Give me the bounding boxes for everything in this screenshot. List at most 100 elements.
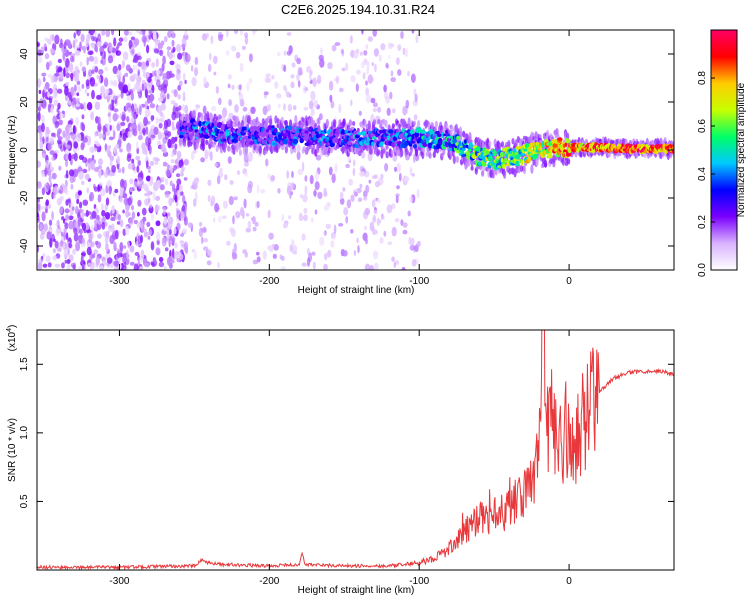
noise-cell [81, 123, 85, 132]
noise-cell [41, 211, 46, 222]
noise-cell [365, 94, 371, 104]
noise-cell [402, 222, 408, 228]
noise-cell [146, 160, 149, 168]
noise-cell [150, 241, 155, 251]
noise-cell [138, 160, 141, 166]
noise-cell [166, 169, 171, 178]
noise-cell [77, 211, 81, 217]
noise-cell [132, 64, 136, 71]
noise-cell [365, 80, 368, 86]
noise-cell [112, 113, 118, 122]
noise-cell [334, 163, 338, 173]
noise-cell [117, 214, 122, 221]
noise-cell [39, 223, 43, 232]
ridge-cell [291, 135, 295, 139]
noise-cell [62, 130, 66, 138]
noise-cell [73, 32, 76, 39]
noise-cell [306, 257, 311, 267]
noise-cell [397, 44, 402, 51]
noise-cell [283, 103, 286, 111]
noise-cell [183, 177, 188, 181]
noise-cell [157, 42, 163, 50]
noise-cell [70, 55, 74, 63]
noise-cell [222, 215, 227, 220]
ridge-halo-cell [317, 117, 321, 126]
noise-cell [176, 222, 181, 231]
noise-cell [68, 242, 72, 249]
noise-cell [104, 203, 108, 211]
ridge-cell [353, 130, 358, 135]
noise-cell [183, 210, 187, 215]
noise-cell [141, 61, 146, 70]
noise-cell [123, 36, 128, 42]
noise-cell [93, 204, 97, 210]
noise-cell [89, 191, 94, 202]
noise-cell [37, 182, 42, 189]
noise-cell [52, 255, 58, 261]
noise-cell [139, 266, 144, 270]
noise-cell [114, 151, 118, 156]
noise-cell [126, 116, 130, 123]
noise-cell [200, 157, 206, 163]
noise-cell [206, 260, 212, 266]
noise-cell [176, 44, 182, 53]
noise-cell [164, 78, 169, 85]
noise-cell [175, 63, 181, 71]
noise-cell [390, 77, 397, 83]
noise-cell [283, 85, 287, 91]
noise-cell [251, 30, 256, 36]
noise-cell [232, 215, 235, 225]
noise-cell [398, 172, 402, 182]
noise-cell [103, 77, 109, 88]
noise-cell [86, 187, 90, 194]
noise-cell [85, 209, 89, 217]
noise-cell [250, 106, 256, 115]
noise-cell [100, 59, 103, 64]
noise-cell [265, 77, 272, 83]
noise-cell [178, 159, 184, 169]
noise-cell [365, 237, 368, 245]
ridge-halo-cell [491, 173, 495, 179]
noise-cell [363, 196, 368, 201]
noise-cell [243, 153, 249, 164]
noise-cell [370, 97, 376, 104]
noise-cell [37, 55, 43, 64]
noise-cell [158, 256, 164, 263]
ridge-halo-cell [445, 124, 449, 129]
noise-cell [256, 256, 261, 263]
ridge-halo-cell [400, 149, 404, 157]
noise-cell [72, 206, 75, 211]
ridge-cell [565, 138, 571, 144]
noise-cell [354, 191, 358, 197]
noise-cell [51, 34, 55, 41]
noise-cell [77, 218, 81, 227]
noise-cell [89, 30, 96, 35]
noise-cell [283, 50, 287, 56]
noise-cell [209, 151, 213, 161]
noise-cell [178, 253, 184, 261]
noise-cell [159, 49, 164, 57]
noise-cell [155, 58, 159, 68]
ridge-cell [189, 134, 193, 141]
noise-cell [142, 127, 146, 136]
noise-cell [52, 248, 57, 254]
noise-cell [409, 166, 413, 176]
ridge-halo-cell [218, 114, 222, 120]
noise-cell [348, 178, 354, 186]
noise-cell [414, 93, 418, 103]
noise-cell [155, 195, 161, 201]
noise-cell [102, 44, 107, 49]
noise-cell [290, 191, 294, 196]
noise-cell [175, 72, 181, 81]
noise-cell [212, 55, 218, 64]
snr-y-multiplier-close: ) [7, 325, 18, 328]
noise-cell [113, 37, 117, 47]
noise-cell [49, 150, 55, 156]
noise-cell [65, 213, 70, 222]
noise-cell [372, 102, 378, 108]
noise-cell [75, 191, 79, 200]
noise-cell [98, 182, 103, 186]
noise-cell [286, 32, 292, 36]
ridge-halo-cell [185, 113, 189, 118]
noise-cell [154, 41, 158, 48]
